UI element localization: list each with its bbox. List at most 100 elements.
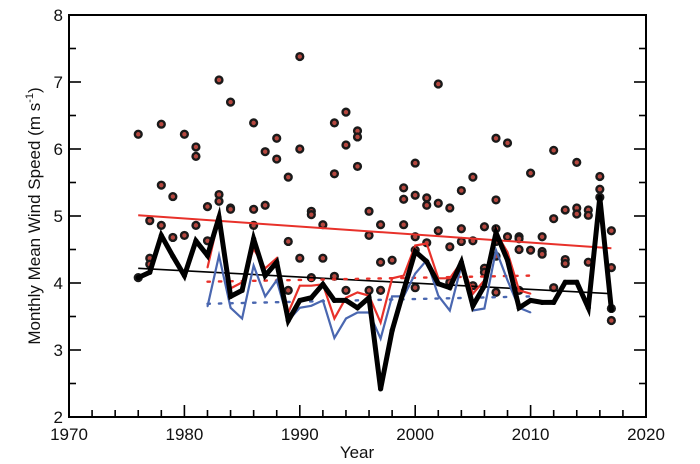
scatter-point bbox=[549, 214, 559, 224]
annual-mean-black-point bbox=[285, 317, 291, 324]
scatter-point bbox=[433, 79, 443, 89]
scatter-point bbox=[283, 285, 293, 295]
annual-mean-blue-point bbox=[310, 304, 313, 307]
scatter-point bbox=[491, 133, 501, 143]
annual-mean-red-point bbox=[449, 277, 451, 280]
scatter-point bbox=[502, 232, 513, 242]
scatter-point bbox=[572, 209, 582, 219]
y-tick-label: 8 bbox=[54, 6, 63, 25]
scatter-point bbox=[295, 51, 305, 62]
annual-mean-blue-point bbox=[275, 279, 278, 282]
scatter-point bbox=[179, 230, 190, 241]
scatter-point bbox=[549, 145, 559, 155]
annual-mean-blue-point bbox=[252, 264, 255, 267]
annual-mean-red-point bbox=[425, 242, 428, 245]
x-tick-label: 2020 bbox=[627, 425, 665, 444]
annual-mean-black-line bbox=[137, 196, 614, 390]
annual-mean-blue-point bbox=[506, 279, 509, 282]
annual-mean-black-point bbox=[481, 283, 488, 289]
plot-area bbox=[133, 51, 616, 392]
scatter-point bbox=[295, 144, 305, 154]
y-axis-title-main: Monthly Mean Wind Speed (m s bbox=[25, 103, 44, 345]
scatter-point bbox=[352, 132, 363, 142]
scatter-point bbox=[422, 200, 432, 210]
scatter-point bbox=[410, 283, 420, 293]
annual-mean-blue-point bbox=[437, 294, 440, 297]
scatter-point bbox=[364, 285, 374, 295]
annual-mean-blue-point bbox=[529, 311, 532, 314]
annual-mean-red-point bbox=[402, 274, 405, 277]
annual-mean-black-point bbox=[539, 299, 545, 306]
annual-mean-black-point bbox=[528, 297, 534, 304]
scatter-point bbox=[514, 244, 524, 255]
scatter-point bbox=[214, 75, 224, 85]
annual-mean-black-point bbox=[262, 273, 268, 279]
scatter-point bbox=[214, 196, 224, 206]
scatter-point bbox=[364, 230, 374, 241]
scatter-point bbox=[491, 195, 501, 205]
annual-mean-red-point bbox=[472, 292, 474, 295]
scatter-point bbox=[225, 97, 236, 107]
annual-mean-blue-point bbox=[495, 249, 497, 251]
annual-mean-blue-point bbox=[356, 311, 359, 314]
y-tick-label: 6 bbox=[54, 140, 63, 159]
scatter-point bbox=[387, 255, 397, 265]
annual-mean-black-point bbox=[251, 236, 257, 242]
scatter-point bbox=[433, 226, 443, 236]
scatter-point bbox=[364, 206, 374, 216]
y-tick-label: 5 bbox=[54, 207, 63, 226]
scatter-point bbox=[283, 172, 293, 182]
annual-mean-blue-point bbox=[218, 254, 220, 257]
scatter-point bbox=[491, 287, 501, 297]
scatter-point bbox=[133, 129, 143, 139]
scatter-point bbox=[249, 118, 259, 128]
annual-mean-black-point bbox=[308, 295, 314, 301]
y-axis-title: Monthly Mean Wind Speed (m s-1) bbox=[24, 87, 44, 344]
y-axis-title-close: ) bbox=[25, 87, 44, 93]
annual-mean-black-point bbox=[447, 285, 453, 291]
scatter-point bbox=[329, 169, 340, 179]
annual-mean-black-point bbox=[562, 279, 568, 285]
annual-mean-black-point bbox=[204, 252, 211, 259]
scatter-point bbox=[399, 183, 409, 193]
annual-mean-black-point bbox=[458, 259, 464, 265]
annual-mean-black-point bbox=[574, 279, 580, 285]
scatter-point bbox=[525, 168, 536, 178]
scatter-point bbox=[606, 226, 616, 236]
x-tick-label: 1970 bbox=[50, 425, 88, 444]
annual-mean-blue-point bbox=[414, 272, 417, 275]
scatter-point bbox=[572, 157, 582, 168]
scatter-point bbox=[560, 205, 570, 215]
scatter-point bbox=[399, 220, 409, 230]
scatter-point bbox=[502, 138, 513, 148]
annual-mean-black-point bbox=[504, 257, 511, 263]
annual-mean-red-point bbox=[206, 266, 209, 269]
annual-mean-black-point bbox=[366, 295, 372, 301]
y-tick-label: 3 bbox=[54, 341, 63, 360]
scatter-point bbox=[156, 180, 166, 190]
scatter-point bbox=[410, 158, 420, 168]
annual-mean-black-point bbox=[343, 297, 349, 304]
scatter-point bbox=[202, 202, 213, 212]
annual-mean-red-point bbox=[356, 291, 359, 294]
annual-mean-blue-point bbox=[449, 309, 451, 312]
annual-mean-black-point bbox=[354, 305, 361, 311]
annual-mean-red-point bbox=[333, 317, 336, 320]
scatter-point bbox=[272, 133, 282, 143]
axes: 1970 1980 1990 2000 2010 2020 2 3 4 5 6 7 8 bbox=[50, 6, 665, 444]
annual-mean-black-point bbox=[193, 238, 199, 244]
annual-mean-black-point bbox=[470, 303, 476, 309]
scatter-point bbox=[525, 245, 536, 255]
scatter-point bbox=[468, 172, 478, 182]
annual-mean-red-point bbox=[391, 277, 393, 280]
scatter-point bbox=[168, 232, 178, 243]
annual-mean-black-series bbox=[135, 194, 614, 392]
annual-mean-red-point bbox=[414, 244, 417, 247]
annual-mean-black-point bbox=[493, 230, 499, 236]
x-tick-label: 2010 bbox=[512, 425, 550, 444]
annual-mean-blue-point bbox=[379, 337, 382, 340]
scatter-point bbox=[341, 285, 351, 295]
annual-mean-black-point bbox=[435, 281, 441, 287]
annual-mean-black-point bbox=[331, 297, 338, 304]
scatter-points bbox=[133, 51, 616, 326]
